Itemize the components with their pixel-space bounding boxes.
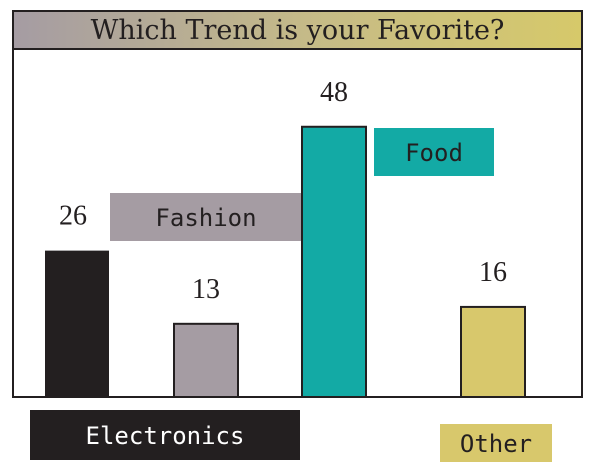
chart-frame bbox=[12, 10, 583, 398]
bar-electronics bbox=[45, 250, 109, 397]
bar-food bbox=[301, 125, 367, 398]
bar-fashion bbox=[173, 322, 239, 398]
category-label-other: Other bbox=[460, 430, 532, 458]
category-label-electronics: Electronics bbox=[86, 422, 245, 450]
category-label-food: Food bbox=[405, 139, 463, 167]
category-label-bg-fashion bbox=[110, 193, 302, 241]
category-label-bg-electronics bbox=[30, 410, 300, 460]
value-label-fashion: 13 bbox=[192, 274, 220, 305]
chart-title: Which Trend is your Favorite? bbox=[90, 15, 505, 46]
category-label-fashion: Fashion bbox=[155, 204, 256, 232]
bar-other bbox=[460, 305, 526, 399]
value-label-other: 16 bbox=[479, 257, 507, 288]
category-label-bg-other bbox=[440, 424, 552, 462]
value-label-food: 48 bbox=[320, 77, 348, 108]
category-label-bg-food bbox=[374, 128, 494, 176]
value-label-electronics: 26 bbox=[59, 201, 87, 232]
